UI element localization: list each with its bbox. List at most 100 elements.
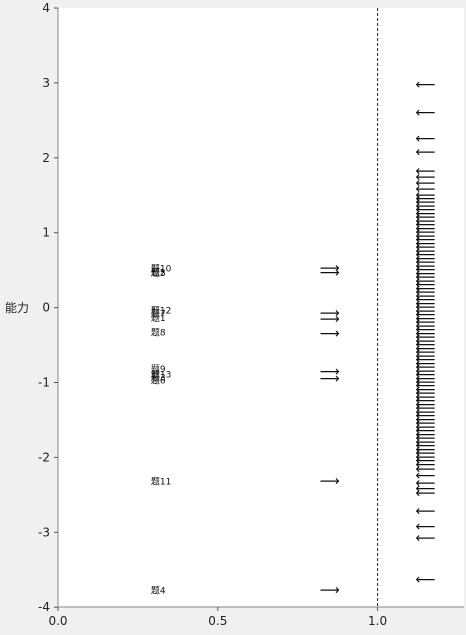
person-arrow: ⟵ [416, 442, 436, 458]
item-label: 题8 [151, 327, 166, 338]
item-label: 题7 [151, 309, 166, 320]
person-arrow: ⟵ [416, 318, 436, 334]
person-arrow: ⟵ [416, 322, 436, 338]
y-tick-label: 0 [42, 301, 50, 315]
person-arrow: ⟵ [416, 221, 436, 237]
person-arrow: ⟵ [416, 352, 436, 368]
person-arrow: ⟵ [416, 213, 436, 229]
item-arrow: ⟶ [320, 306, 340, 322]
item-label: 题2 [151, 267, 166, 278]
person-arrow: ⟵ [416, 281, 436, 297]
item-label: 题6 [151, 375, 166, 386]
person-arrow: ⟵ [416, 105, 436, 121]
y-tick-label: -3 [38, 525, 50, 539]
person-arrow: ⟵ [416, 468, 436, 484]
person-arrow: ⟵ [416, 431, 436, 447]
item-label: 题5 [151, 268, 166, 279]
person-arrow: ⟵ [416, 202, 436, 218]
person-markers: ⟵⟵⟵⟵⟵⟵⟵⟵⟵⟵⟵⟵⟵⟵⟵⟵⟵⟵⟵⟵⟵⟵⟵⟵⟵⟵⟵⟵⟵⟵⟵⟵⟵⟵⟵⟵⟵⟵⟵⟵… [416, 77, 436, 588]
y-axis-label: 能力 [5, 301, 29, 315]
person-arrow: ⟵ [416, 307, 436, 323]
person-arrow: ⟵ [416, 375, 436, 391]
person-arrow: ⟵ [416, 232, 436, 248]
person-arrow: ⟵ [416, 225, 436, 241]
person-arrow: ⟵ [416, 303, 436, 319]
person-arrow: ⟵ [416, 285, 436, 301]
person-arrow: ⟵ [416, 77, 436, 93]
person-arrow: ⟵ [416, 419, 436, 435]
person-arrow: ⟵ [416, 181, 436, 197]
item-label: 题3 [151, 372, 166, 383]
person-arrow: ⟵ [416, 371, 436, 387]
person-arrow: ⟵ [416, 258, 436, 274]
item-label: 题13 [151, 369, 171, 380]
person-arrow: ⟵ [416, 434, 436, 450]
item-label: 题4 [151, 586, 166, 597]
item-arrow: ⟶ [320, 364, 340, 380]
person-arrow: ⟵ [416, 404, 436, 420]
person-arrow: ⟵ [416, 389, 436, 405]
person-arrow: ⟵ [416, 187, 436, 203]
person-arrow: ⟵ [416, 251, 436, 267]
item-arrow: ⟶ [320, 473, 340, 489]
person-arrow: ⟵ [416, 356, 436, 372]
person-arrow: ⟵ [416, 348, 436, 364]
person-arrow: ⟵ [416, 175, 436, 191]
person-arrow: ⟵ [416, 255, 436, 271]
person-arrow: ⟵ [416, 228, 436, 244]
item-arrow: ⟶ [320, 312, 340, 328]
person-arrow: ⟵ [416, 206, 436, 222]
item-label: 题12 [151, 306, 171, 317]
y-tick-label: -2 [38, 450, 50, 464]
person-arrow: ⟵ [416, 270, 436, 286]
item-label: 题1 [151, 313, 166, 324]
person-arrow: ⟵ [416, 337, 436, 353]
person-arrow: ⟵ [416, 163, 436, 179]
person-arrow: ⟵ [416, 382, 436, 398]
person-arrow: ⟵ [416, 195, 436, 211]
person-arrow: ⟵ [416, 217, 436, 233]
y-tick-label: -4 [38, 600, 50, 614]
person-arrow: ⟵ [416, 416, 436, 432]
person-arrow: ⟵ [416, 572, 436, 588]
person-arrow: ⟵ [416, 476, 436, 492]
person-arrow: ⟵ [416, 367, 436, 383]
person-arrow: ⟵ [416, 503, 436, 519]
person-arrow: ⟵ [416, 519, 436, 535]
person-arrow: ⟵ [416, 457, 436, 473]
person-arrow: ⟵ [416, 446, 436, 462]
person-arrow: ⟵ [416, 461, 436, 477]
person-arrow: ⟵ [416, 453, 436, 469]
person-arrow: ⟵ [416, 326, 436, 342]
person-arrow: ⟵ [416, 481, 436, 497]
person-arrow: ⟵ [416, 333, 436, 349]
person-arrow: ⟵ [416, 288, 436, 304]
x-tick-label: 0.0 [48, 614, 67, 628]
person-arrow: ⟵ [416, 198, 436, 214]
y-tick-label: 1 [42, 226, 50, 240]
person-arrow: ⟵ [416, 393, 436, 409]
person-arrow: ⟵ [416, 427, 436, 443]
person-arrow: ⟵ [416, 397, 436, 413]
person-arrow: ⟵ [416, 277, 436, 293]
person-arrow: ⟵ [416, 386, 436, 402]
person-arrow: ⟵ [416, 341, 436, 357]
person-arrow: ⟵ [416, 262, 436, 278]
person-arrow: ⟵ [416, 236, 436, 252]
person-arrow: ⟵ [416, 363, 436, 379]
person-arrow: ⟵ [416, 378, 436, 394]
y-tick-label: 4 [42, 1, 50, 15]
x-tick-label: 1.0 [368, 614, 387, 628]
person-arrow: ⟵ [416, 273, 436, 289]
person-arrow: ⟵ [416, 360, 436, 376]
person-arrow: ⟵ [416, 530, 436, 546]
y-tick-label: 2 [42, 151, 50, 165]
item-label: 题9 [151, 364, 166, 375]
plot-background [58, 8, 464, 607]
item-arrow: ⟶ [320, 326, 340, 342]
item-arrow: ⟶ [320, 261, 340, 277]
y-tick-label: 3 [42, 76, 50, 90]
person-arrow: ⟵ [416, 292, 436, 308]
